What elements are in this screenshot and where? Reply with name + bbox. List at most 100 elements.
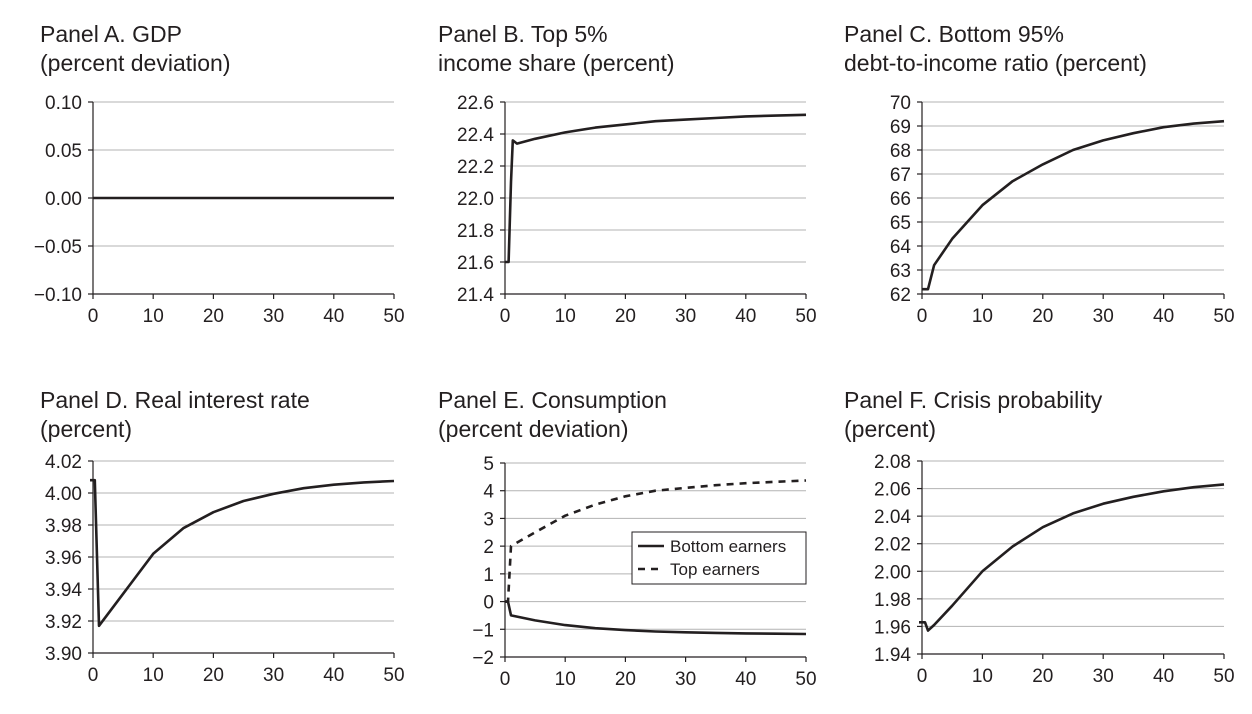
panel-c-x-tick-label: 40 — [1153, 306, 1174, 327]
panel-c-x-tick-label: 10 — [972, 306, 993, 327]
panel-f-y-tick-label: 2.08 — [874, 452, 911, 473]
panel-c-y-tick-label: 66 — [890, 189, 911, 210]
panel-a-x-tick-label: 40 — [323, 306, 344, 327]
panel-b-x-tick-label: 20 — [615, 306, 636, 327]
panel-e-legend: Bottom earners Top earners — [631, 531, 807, 585]
panel-b-title: Panel B. Top 5% — [438, 21, 608, 47]
panel-d-subtitle: (percent) — [40, 416, 132, 442]
panel-d-y-tick-label: 3.94 — [45, 580, 82, 601]
panel-c-x-tick-label: 0 — [917, 306, 928, 327]
panel-e-subtitle: (percent deviation) — [438, 416, 629, 442]
panel-e-x-tick-label: 0 — [500, 669, 511, 690]
panel-c-x-tick-label: 30 — [1093, 306, 1114, 327]
panel-f-x-tick-label: 10 — [972, 666, 993, 687]
panel-e-y-tick-label: −1 — [472, 620, 494, 641]
panel-d-y-tick-label: 3.98 — [45, 516, 82, 537]
panel-b-x-tick-label: 40 — [735, 306, 756, 327]
panel-f-x-tick-label: 40 — [1153, 666, 1174, 687]
panel-b-series-line-1 — [505, 113, 807, 264]
panel-f-x-tick-label: 20 — [1032, 666, 1053, 687]
panel-d-y-tick-label: 3.90 — [45, 644, 82, 665]
panel-c-y-tick-label: 67 — [890, 165, 911, 186]
panel-d-x-tick-label: 40 — [323, 665, 344, 686]
panel-d: Panel D. Real interest rate (percent) 3.90… — [40, 387, 405, 686]
panel-d-x-tick-label: 10 — [143, 665, 164, 686]
panel-e-y-tick-label: 3 — [483, 509, 494, 530]
panel-d-series-line-1 — [90, 478, 395, 628]
panel-a-y-tick-label: 0.10 — [45, 93, 82, 114]
legend-label-bottom-earners: Bottom earners — [670, 537, 786, 556]
panel-d-x-tick-label: 0 — [88, 665, 99, 686]
panel-b-y-tick-label: 22.0 — [457, 189, 494, 210]
panel-d-y-tick-label: 4.02 — [45, 452, 82, 473]
panel-c-x-tick-label: 50 — [1213, 306, 1234, 327]
legend-box — [631, 531, 807, 585]
panel-b-x-tick-label: 50 — [795, 306, 816, 327]
panel-f-title: Panel F. Crisis probability — [844, 387, 1103, 413]
panel-c-y-tick-label: 63 — [890, 261, 911, 282]
panel-c-y-tick-label: 68 — [890, 141, 911, 162]
panel-b-subtitle: income share (percent) — [438, 50, 675, 76]
panel-a-y-tick-label: −0.10 — [34, 285, 82, 306]
panel-e-y-tick-label: 4 — [483, 482, 494, 503]
panel-c-y-tick-label: 65 — [890, 213, 911, 234]
panel-a-y-tick-label: −0.05 — [34, 237, 82, 258]
panel-f-y-tick-label: 2.06 — [874, 480, 911, 501]
panel-b-y-tick-label: 21.4 — [457, 285, 494, 306]
panel-c-subtitle: debt-to-income ratio (percent) — [844, 50, 1147, 76]
panel-e-y-tick-label: 2 — [483, 537, 494, 558]
panel-a-x-tick-label: 50 — [383, 306, 404, 327]
legend-label-top-earners: Top earners — [670, 560, 760, 579]
panel-a: Panel A. GDP (percent deviation) −0.10 −0.0… — [34, 21, 405, 327]
panel-f-y-tick-label: 2.00 — [874, 562, 911, 583]
panel-c: Panel C. Bottom 95% debt-to-income ratio … — [844, 21, 1235, 327]
panel-e-y-tick-label: 0 — [483, 593, 494, 614]
panel-b-y-tick-label: 22.6 — [457, 93, 494, 114]
panel-d-x-tick-label: 20 — [203, 665, 224, 686]
panel-c-y-tick-label: 69 — [890, 117, 911, 138]
panel-b-x-tick-label: 30 — [675, 306, 696, 327]
panel-f-y-tick-label: 2.04 — [874, 507, 911, 528]
panel-f-y-tick-label: 1.94 — [874, 645, 911, 666]
panel-f-y-tick-label: 1.98 — [874, 590, 911, 611]
panel-d-title: Panel D. Real interest rate — [40, 387, 310, 413]
panel-c-series-line-1 — [922, 119, 1225, 291]
panel-d-y-tick-label: 3.96 — [45, 548, 82, 569]
panel-c-y-tick-label: 62 — [890, 285, 911, 306]
panel-e-x-tick-label: 50 — [795, 669, 816, 690]
panel-e-y-tick-label: 5 — [483, 454, 494, 475]
panel-c-x-tick-label: 20 — [1032, 306, 1053, 327]
panel-f-x-tick-label: 30 — [1093, 666, 1114, 687]
panel-f-y-tick-label: 1.96 — [874, 617, 911, 638]
panel-c-y-tick-label: 70 — [890, 93, 911, 114]
panel-b-x-tick-label: 10 — [555, 306, 576, 327]
panel-b: Panel B. Top 5% income share (percent) 21.… — [438, 21, 817, 327]
panel-b-y-tick-label: 22.2 — [457, 157, 494, 178]
panel-b-y-tick-label: 21.8 — [457, 221, 494, 242]
panel-f-y-tick-label: 2.02 — [874, 535, 911, 556]
panel-e-series-bottom-earners — [505, 600, 807, 636]
panel-e-x-tick-label: 40 — [735, 669, 756, 690]
panel-a-subtitle: (percent deviation) — [40, 50, 231, 76]
panel-d-x-tick-label: 30 — [263, 665, 284, 686]
panel-e-y-tick-label: −2 — [472, 648, 494, 669]
panel-f: Panel F. Crisis probability (percent) 1.94… — [844, 387, 1235, 687]
panel-e-x-tick-label: 20 — [615, 669, 636, 690]
panel-a-x-tick-label: 20 — [203, 306, 224, 327]
panel-a-x-tick-label: 10 — [143, 306, 164, 327]
panel-b-x-tick-label: 0 — [500, 306, 511, 327]
panel-e-y-tick-label: 1 — [483, 565, 494, 586]
panel-f-x-tick-label: 50 — [1213, 666, 1234, 687]
panel-d-x-tick-label: 50 — [383, 665, 404, 686]
panel-f-x-tick-label: 0 — [917, 666, 928, 687]
panel-a-x-tick-label: 0 — [88, 306, 99, 327]
panel-b-y-tick-label: 22.4 — [457, 125, 494, 146]
panel-e-x-tick-label: 10 — [555, 669, 576, 690]
panel-a-title: Panel A. GDP — [40, 21, 182, 47]
panel-f-subtitle: (percent) — [844, 416, 936, 442]
panel-d-y-tick-label: 4.00 — [45, 484, 82, 505]
panel-b-y-tick-label: 21.6 — [457, 253, 494, 274]
panel-c-y-tick-label: 64 — [890, 237, 912, 258]
panel-d-y-tick-label: 3.92 — [45, 612, 82, 633]
